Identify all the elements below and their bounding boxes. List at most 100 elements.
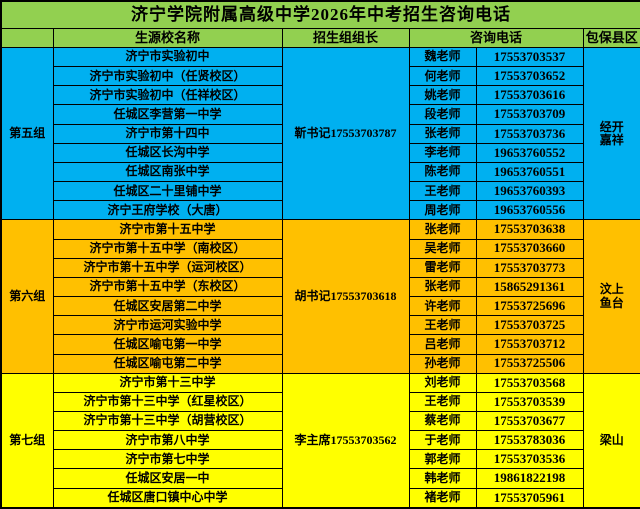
school-name-cell: 济宁市第十三中学 <box>52 372 283 393</box>
phone-number-cell: 19653760556 <box>475 200 584 221</box>
county-cell: 梁山 <box>582 372 640 509</box>
teacher-name-cell: 韩老师 <box>408 468 477 489</box>
table-row: 济宁市第七中学 郭老师 17553703536 <box>1 449 640 470</box>
county-cell: 汶上 鱼台 <box>582 219 640 374</box>
phone-number-cell: 17553703725 <box>475 315 584 336</box>
school-name-cell: 济宁王府学校（大唐） <box>52 200 283 221</box>
table-row: 济宁市实验初中（任祥校区） 姚老师 17553703616 <box>1 85 640 106</box>
county-cell: 经开 嘉祥 <box>582 46 640 221</box>
table-row: 任城区喻屯第一中学 吕老师 17553703712 <box>1 334 640 355</box>
group-leader-cell: 胡书记17553703618 <box>281 219 410 374</box>
table-row: 济宁市实验初中（任贤校区） 何老师 17553703652 <box>1 66 640 87</box>
group-leader-cell: 靳书记17553703787 <box>281 46 410 221</box>
teacher-name-cell: 张老师 <box>408 276 477 298</box>
teacher-name-cell: 魏老师 <box>408 46 477 68</box>
school-name-cell: 济宁市第十五中学 <box>52 219 283 240</box>
teacher-name-cell: 姚老师 <box>408 85 477 106</box>
teacher-name-cell: 王老师 <box>408 181 477 202</box>
school-name-cell: 济宁市第十五中学（东校区） <box>52 276 283 298</box>
page-title: 济宁学院附属高级中学2026年中考招生咨询电话 <box>0 0 640 29</box>
header-leader: 招生组组长 <box>281 28 410 48</box>
teacher-name-cell: 王老师 <box>408 391 477 412</box>
table-row: 济宁市第十五中学（东校区） 张老师 15865291361 <box>1 276 640 298</box>
phone-number-cell: 17553703660 <box>475 238 584 259</box>
teacher-name-cell: 周老师 <box>408 200 477 221</box>
teacher-name-cell: 褚老师 <box>408 487 477 509</box>
group-leader-cell: 李主席17553703562 <box>281 372 410 509</box>
teacher-name-cell: 刘老师 <box>408 372 477 393</box>
title-row: 济宁学院附属高级中学2026年中考招生咨询电话 <box>0 0 640 29</box>
school-name-cell: 济宁市第十三中学（红星校区） <box>52 391 283 412</box>
phone-number-cell: 17553783036 <box>475 430 584 451</box>
phone-number-cell: 19861822198 <box>475 468 584 489</box>
phone-number-cell: 17553703773 <box>475 257 584 278</box>
phone-number-cell: 17553703677 <box>475 410 584 432</box>
school-name-cell: 济宁市第八中学 <box>52 430 283 451</box>
teacher-name-cell: 张老师 <box>408 123 477 144</box>
phone-number-cell: 17553725506 <box>475 353 584 374</box>
school-name-cell: 济宁市第十四中 <box>52 123 283 144</box>
school-name-cell: 任城区喻屯第一中学 <box>52 334 283 355</box>
table-row: 济宁市第十三中学（胡营校区） 蔡老师 17553703677 <box>1 410 640 432</box>
phone-number-cell: 19653760393 <box>475 181 584 202</box>
school-name-cell: 济宁市第十五中学（南校区） <box>52 238 283 259</box>
table-row: 第五组 济宁市实验初中 靳书记17553703787 魏老师 17553703537 经开… <box>0 46 640 221</box>
group-label: 第五组 <box>0 46 54 221</box>
school-name-cell: 任城区长沟中学 <box>52 142 283 163</box>
teacher-name-cell: 陈老师 <box>408 161 477 183</box>
table-row: 任城区安居第二中学 许老师 17553725696 <box>1 296 640 317</box>
school-name-cell: 任城区唐口镇中心中学 <box>52 487 283 509</box>
phone-number-cell: 17553703536 <box>475 449 584 470</box>
school-name-cell: 济宁市第七中学 <box>52 449 283 470</box>
teacher-name-cell: 李老师 <box>408 142 477 163</box>
school-name-cell: 任城区安居一中 <box>52 468 283 489</box>
table-row: 第六组 济宁市第十五中学 胡书记17553703618 张老师 17553703638 汶… <box>0 219 640 374</box>
school-name-cell: 济宁市第十三中学（胡营校区） <box>52 410 283 432</box>
table-row: 任城区二十里铺中学 王老师 19653760393 <box>1 181 640 202</box>
teacher-name-cell: 段老师 <box>408 104 477 125</box>
school-name-cell: 济宁市实验初中（任贤校区） <box>52 66 283 87</box>
table-row: 任城区安居一中 韩老师 19861822198 <box>1 468 640 489</box>
table-row: 任城区南张中学 陈老师 19653760551 <box>1 161 640 183</box>
header-school: 生源校名称 <box>52 28 283 48</box>
table-row: 济宁市运河实验中学 王老师 17553703725 <box>1 315 640 336</box>
header-group-blank <box>0 28 54 48</box>
school-name-cell: 任城区南张中学 <box>52 161 283 183</box>
group-label: 第六组 <box>0 219 54 374</box>
phone-number-cell: 17553703709 <box>475 104 584 125</box>
header-phone: 咨询电话 <box>408 28 584 48</box>
teacher-name-cell: 张老师 <box>408 219 477 240</box>
school-name-cell: 济宁市第十五中学（运河校区） <box>52 257 283 278</box>
teacher-name-cell: 孙老师 <box>408 353 477 374</box>
school-name-cell: 任城区李营第一中学 <box>52 104 283 125</box>
phone-number-cell: 17553703539 <box>475 391 584 412</box>
phone-number-cell: 17553725696 <box>475 296 584 317</box>
teacher-name-cell: 吴老师 <box>408 238 477 259</box>
phone-number-cell: 15865291361 <box>475 276 584 298</box>
school-name-cell: 济宁市实验初中 <box>52 46 283 68</box>
table-row: 任城区长沟中学 李老师 19653760552 <box>1 142 640 163</box>
header-row: 生源校名称 招生组组长 咨询电话 包保县区 <box>0 28 640 48</box>
teacher-name-cell: 蔡老师 <box>408 410 477 432</box>
phone-number-cell: 19653760551 <box>475 161 584 183</box>
teacher-name-cell: 王老师 <box>408 315 477 336</box>
teacher-name-cell: 雷老师 <box>408 257 477 278</box>
phone-number-cell: 17553703736 <box>475 123 584 144</box>
school-name-cell: 济宁市实验初中（任祥校区） <box>52 85 283 106</box>
table-row: 济宁王府学校（大唐） 周老师 19653760556 <box>1 200 640 221</box>
table-row: 济宁市第十五中学（南校区） 吴老师 17553703660 <box>1 238 640 259</box>
teacher-name-cell: 于老师 <box>408 430 477 451</box>
school-name-cell: 任城区喻屯第二中学 <box>52 353 283 374</box>
phone-number-cell: 17553705961 <box>475 487 584 509</box>
phone-number-cell: 17553703652 <box>475 66 584 87</box>
teacher-name-cell: 许老师 <box>408 296 477 317</box>
school-name-cell: 济宁市运河实验中学 <box>52 315 283 336</box>
table-row: 任城区唐口镇中心中学 褚老师 17553705961 <box>1 487 640 509</box>
table-row: 第七组 济宁市第十三中学 李主席17553703562 刘老师 17553703568 梁… <box>0 372 640 509</box>
header-county: 包保县区 <box>582 28 640 48</box>
teacher-name-cell: 何老师 <box>408 66 477 87</box>
phone-number-cell: 17553703616 <box>475 85 584 106</box>
teacher-name-cell: 郭老师 <box>408 449 477 470</box>
group-label: 第七组 <box>0 372 54 509</box>
school-name-cell: 任城区安居第二中学 <box>52 296 283 317</box>
